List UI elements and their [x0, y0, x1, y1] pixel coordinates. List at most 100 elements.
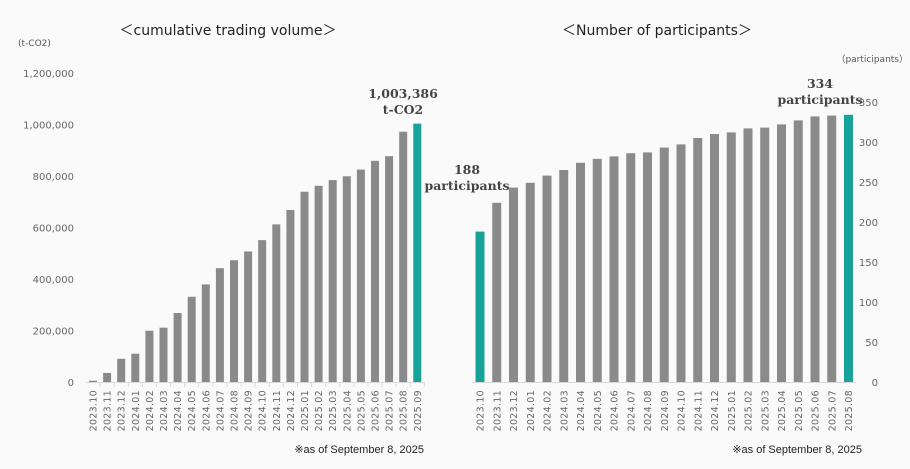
- bar: [314, 185, 323, 382]
- bar: [559, 170, 569, 382]
- y-tick-label: 200,000: [33, 327, 74, 338]
- x-tick-label: 2025.01: [300, 390, 311, 431]
- x-tick-label: 2025.07: [827, 390, 838, 431]
- y-tick-label: 600,000: [33, 224, 74, 235]
- bar: [827, 115, 837, 382]
- bar: [399, 131, 408, 382]
- bar: [576, 162, 585, 382]
- y-tick-label: 250: [859, 178, 878, 189]
- bar: [726, 132, 736, 382]
- bar: [103, 372, 112, 382]
- x-tick-label: 2025.08: [399, 390, 410, 431]
- bar: [542, 175, 552, 382]
- x-tick-label: 2025.06: [811, 390, 822, 431]
- bar: [385, 156, 394, 382]
- bar: [626, 153, 636, 382]
- x-tick-label: 2024.04: [576, 390, 587, 431]
- x-tick-label: 2023.11: [492, 390, 503, 431]
- bar: [693, 138, 703, 382]
- chart-title-participants: ＜Number of participants＞: [562, 23, 752, 39]
- x-tick-label: 2024.11: [693, 390, 704, 431]
- x-tick-label: 2025.04: [342, 390, 353, 431]
- x-tick-label: 2024.02: [145, 390, 156, 431]
- footnote-participants: ※as of September 8, 2025: [732, 444, 862, 456]
- y-tick-label: 300: [859, 138, 878, 149]
- y-tick-label: 100: [859, 298, 878, 309]
- y-axis-unit-volume: (t-CO2): [18, 39, 51, 49]
- x-tick-label: 2024.06: [610, 390, 621, 431]
- y-tick-label: 0: [872, 378, 878, 389]
- data-label: participants: [424, 178, 509, 193]
- y-tick-label: 150: [859, 258, 878, 269]
- bar: [760, 127, 770, 382]
- bar: [328, 180, 337, 382]
- bar: [159, 327, 168, 382]
- y-tick-label: 800,000: [33, 172, 74, 183]
- data-label: participants: [777, 92, 862, 107]
- x-tick-label: 2024.12: [286, 390, 297, 431]
- y-tick-label: 200: [859, 218, 878, 229]
- x-tick-label: 2024.09: [244, 390, 255, 431]
- bar: [201, 284, 210, 382]
- bar: [609, 156, 619, 382]
- x-tick-label: 2024.10: [258, 390, 269, 431]
- y-tick-label: 350: [859, 98, 878, 109]
- bar: [89, 380, 97, 382]
- x-tick-label: 2024.12: [710, 390, 721, 431]
- bar: [145, 330, 154, 382]
- bar: [743, 128, 753, 382]
- x-tick-label: 2025.08: [844, 390, 855, 431]
- x-tick-label: 2025.01: [727, 390, 738, 431]
- x-tick-label: 2024.05: [187, 390, 198, 431]
- x-tick-label: 2023.11: [103, 390, 114, 431]
- bar: [187, 296, 196, 382]
- x-tick-label: 2024.03: [559, 390, 570, 431]
- bar: [844, 114, 853, 383]
- footnote-volume: ※as of September 8, 2025: [294, 444, 424, 456]
- bar: [131, 353, 140, 382]
- bar: [371, 160, 379, 382]
- bar: [659, 147, 669, 382]
- x-tick-label: 2023.10: [89, 390, 100, 431]
- x-tick-label: 2025.05: [794, 390, 805, 431]
- bar: [810, 116, 820, 383]
- x-tick-label: 2024.08: [230, 390, 241, 431]
- x-tick-label: 2025.06: [371, 390, 382, 431]
- y-tick-label: 0: [68, 378, 74, 389]
- bar: [215, 268, 224, 382]
- x-tick-label: 2025.04: [777, 390, 788, 431]
- x-tick-label: 2025.07: [385, 390, 396, 431]
- bar: [286, 209, 295, 382]
- bar: [793, 120, 803, 383]
- bar: [509, 187, 518, 382]
- bar: [643, 152, 652, 382]
- bar: [592, 158, 602, 382]
- x-tick-label: 2024.07: [626, 390, 637, 431]
- data-label: 1,003,386: [368, 86, 438, 101]
- bar: [777, 124, 786, 383]
- bar: [413, 123, 422, 382]
- y-tick-label: 1,200,000: [23, 69, 74, 80]
- x-tick-label: 2025.02: [314, 390, 325, 431]
- x-tick-label: 2024.02: [543, 390, 554, 431]
- x-tick-label: 2024.08: [643, 390, 654, 431]
- y-tick-label: 50: [865, 338, 878, 349]
- x-tick-label: 2024.11: [272, 390, 283, 431]
- bar: [525, 182, 535, 382]
- x-tick-label: 2024.06: [201, 390, 212, 431]
- x-tick-label: 2025.05: [356, 390, 367, 431]
- x-tick-label: 2023.12: [509, 390, 520, 431]
- bar: [356, 169, 365, 382]
- participants-chart: 0 50 100 150 200 250 300 350 2023.10 2023.11 2023.…: [424, 76, 878, 431]
- x-tick-label: 2025.03: [760, 390, 771, 431]
- bar: [173, 312, 182, 382]
- x-tick-label: 2025.03: [328, 390, 339, 431]
- chart-title-volume: ＜cumulative trading volume＞: [120, 23, 337, 39]
- data-label: 334: [807, 76, 833, 91]
- volume-chart: 0 200,000 400,000 600,000 800,000 1,000,000 1,…: [23, 69, 438, 431]
- x-tick-label: 2025.02: [744, 390, 755, 431]
- x-tick-label: 2024.04: [173, 390, 184, 431]
- data-label: 188: [454, 162, 480, 177]
- y-tick-label: 1,000,000: [23, 121, 74, 132]
